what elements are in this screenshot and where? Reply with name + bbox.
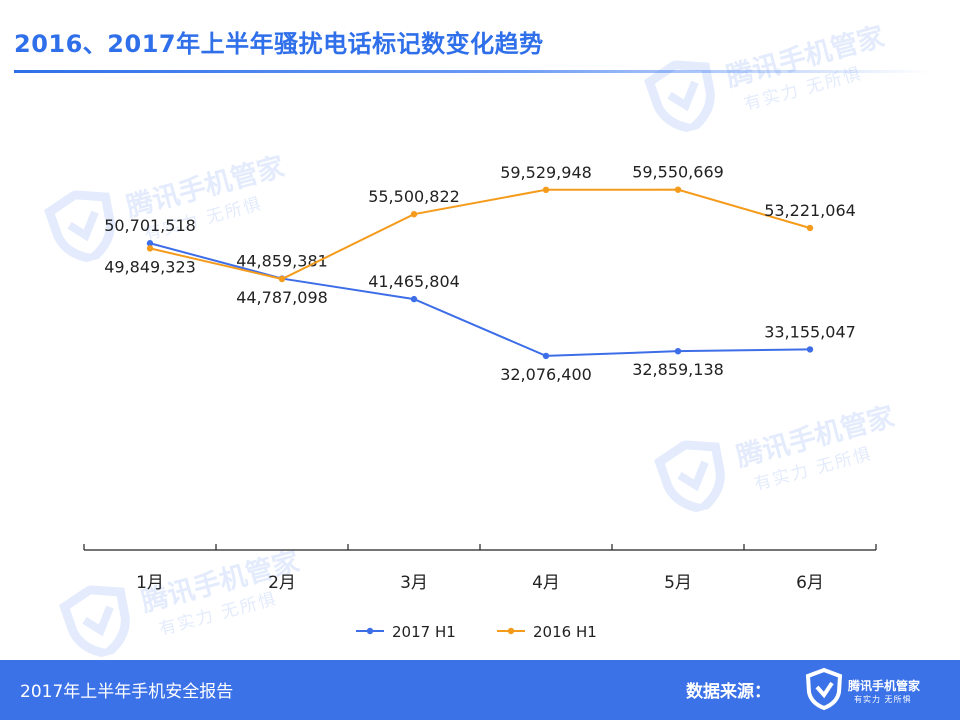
legend-label: 2017 H1 bbox=[392, 623, 456, 641]
legend-label: 2016 H1 bbox=[533, 623, 597, 641]
data-point bbox=[806, 224, 814, 232]
data-label: 55,500,822 bbox=[368, 187, 460, 206]
data-point bbox=[674, 186, 682, 193]
data-point bbox=[278, 275, 286, 283]
data-label: 41,465,804 bbox=[368, 272, 460, 291]
line-chart: 1月 2月 3月 4月 5月 6月 50,701,518 44,859,381 41,465,8… bbox=[83, 163, 877, 641]
data-label: 53,221,064 bbox=[764, 201, 856, 220]
data-label: 32,859,138 bbox=[632, 360, 724, 379]
data-label: 44,859,381 bbox=[236, 252, 328, 271]
x-tick-label: 6月 bbox=[796, 573, 824, 593]
brand-slogan: 有实力 无所惧 bbox=[854, 695, 912, 704]
source-label: 数据来源： bbox=[686, 682, 771, 702]
data-point bbox=[146, 245, 154, 252]
data-label: 32,076,400 bbox=[500, 365, 592, 384]
brand-name: 腾讯手机管家 bbox=[848, 679, 921, 693]
data-point bbox=[806, 346, 814, 353]
data-point bbox=[674, 347, 682, 355]
shield-logo-icon bbox=[805, 667, 843, 711]
data-label: 44,787,098 bbox=[236, 288, 328, 307]
data-point bbox=[542, 352, 550, 360]
x-tick-label: 5月 bbox=[664, 573, 692, 593]
data-point bbox=[410, 295, 418, 303]
data-label: 59,529,948 bbox=[500, 163, 592, 182]
report-name: 2017年上半年手机安全报告 bbox=[20, 682, 234, 702]
data-point bbox=[410, 210, 418, 218]
data-point bbox=[146, 240, 154, 247]
data-label: 49,849,323 bbox=[104, 257, 196, 276]
legend-swatch-marker bbox=[507, 627, 515, 635]
series-line-2016 bbox=[149, 188, 811, 281]
x-tick-label: 2月 bbox=[268, 573, 296, 593]
data-label: 59,550,669 bbox=[632, 163, 724, 182]
x-tick-label: 1月 bbox=[136, 573, 164, 593]
data-label: 50,701,518 bbox=[104, 216, 196, 235]
x-tick-label: 3月 bbox=[400, 573, 428, 593]
footer-bar: 2017年上半年手机安全报告 数据来源： 腾讯手机管家 有实力 无所惧 bbox=[0, 660, 960, 720]
legend-swatch-marker bbox=[366, 627, 374, 635]
x-tick-label: 4月 bbox=[532, 573, 560, 593]
page-title: 2016、2017年上半年骚扰电话标记数变化趋势 bbox=[14, 30, 544, 58]
series-line-2017 bbox=[149, 242, 811, 357]
data-label: 33,155,047 bbox=[764, 322, 856, 341]
title-divider bbox=[14, 70, 930, 73]
data-point bbox=[542, 186, 550, 194]
